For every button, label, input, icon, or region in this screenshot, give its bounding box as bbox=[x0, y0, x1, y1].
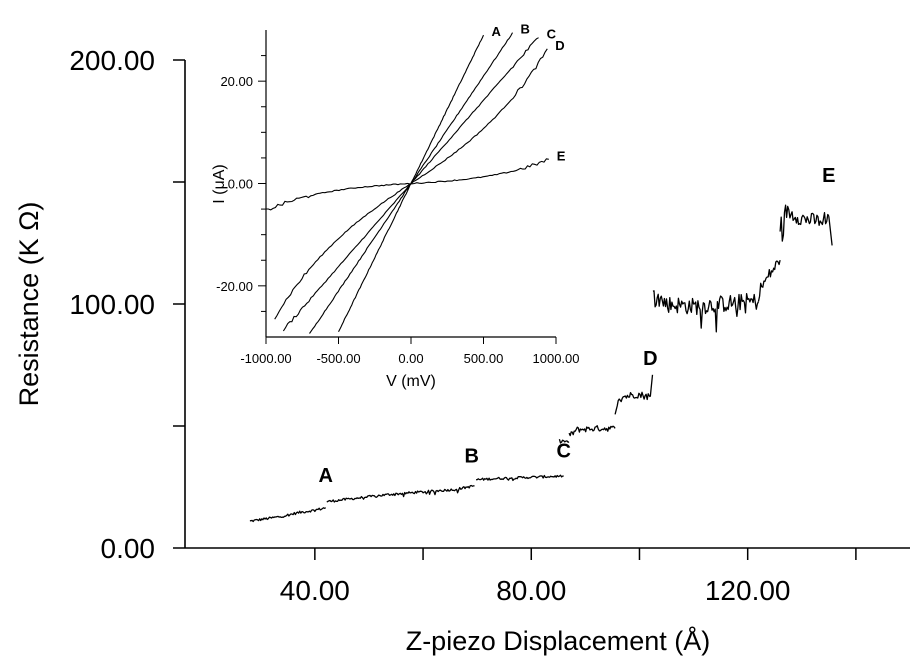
resistance-trace-segment bbox=[249, 507, 327, 523]
iv-curve-label-E: E bbox=[557, 148, 566, 163]
inset-chart: -1000.00 -500.00 0.00 500.00 1000.00 -20.00 0.… bbox=[211, 22, 580, 390]
resistance-trace-segment bbox=[614, 391, 651, 415]
inset-ticks bbox=[258, 55, 557, 344]
resistance-trace-segment bbox=[558, 439, 570, 444]
inset-series-labels: A B CD E bbox=[492, 22, 566, 164]
inset-series bbox=[266, 32, 549, 334]
main-y-tick-label: 100.00 bbox=[69, 289, 155, 320]
resistance-trace-segment bbox=[828, 216, 833, 246]
resistance-trace-segment bbox=[568, 425, 616, 437]
inset-x-tick-label: 500.00 bbox=[464, 351, 504, 366]
main-x-tick-label: 40.00 bbox=[280, 575, 350, 606]
inset-x-tick-label: 1000.00 bbox=[533, 351, 580, 366]
main-y-axis-title: Resistance (K Ω) bbox=[14, 202, 44, 407]
main-annotation-label: C bbox=[557, 441, 571, 463]
main-x-tick-label: 80.00 bbox=[496, 575, 566, 606]
resistance-trace-segment bbox=[326, 484, 475, 503]
main-ticks bbox=[173, 59, 857, 560]
inset-y-axis-title: I (μA) bbox=[211, 164, 228, 203]
resistance-trace-segment bbox=[649, 374, 654, 397]
main-annotations: A B C D E bbox=[318, 165, 835, 487]
iv-curve-label-B: B bbox=[521, 22, 530, 37]
main-tick-labels: 40.00 80.00 120.00 0.00 100.00 200.00 bbox=[69, 45, 790, 606]
main-chart: 40.00 80.00 120.00 0.00 100.00 200.00 A B C D E Z… bbox=[14, 45, 910, 656]
inset-x-tick-label: -500.00 bbox=[316, 351, 360, 366]
iv-curve-label-C: C bbox=[547, 27, 557, 42]
iv-curve-label-D: D bbox=[555, 38, 564, 53]
main-x-axis-title: Z-piezo Displacement (Å) bbox=[406, 625, 711, 656]
main-x-tick-label: 120.00 bbox=[705, 575, 791, 606]
main-annotation-label: E bbox=[822, 165, 835, 187]
resistance-trace-segment bbox=[652, 290, 760, 333]
inset-x-tick-label: -1000.00 bbox=[240, 351, 291, 366]
inset-x-tick-label: 0.00 bbox=[398, 351, 423, 366]
iv-curve-label-A: A bbox=[492, 24, 502, 39]
inset-y-tick-label: 0.00 bbox=[228, 177, 253, 192]
inset-y-tick-label: 20.00 bbox=[220, 74, 253, 89]
inset-x-axis-title: V (mV) bbox=[386, 373, 436, 390]
main-y-tick-label: 0.00 bbox=[101, 533, 156, 564]
main-y-tick-label: 200.00 bbox=[69, 45, 155, 76]
main-annotation-label: A bbox=[318, 465, 332, 487]
resistance-trace-segment bbox=[476, 474, 564, 482]
main-annotation-label: D bbox=[643, 348, 657, 370]
inset-tick-labels: -1000.00 -500.00 0.00 500.00 1000.00 -20.00 0.… bbox=[216, 74, 579, 366]
main-series bbox=[249, 204, 833, 523]
iv-curve-E bbox=[266, 158, 549, 211]
resistance-trace-segment bbox=[757, 259, 781, 302]
resistance-trace-segment bbox=[779, 204, 830, 242]
inset-y-tick-label: -20.00 bbox=[216, 279, 253, 294]
main-annotation-label: B bbox=[465, 446, 479, 468]
